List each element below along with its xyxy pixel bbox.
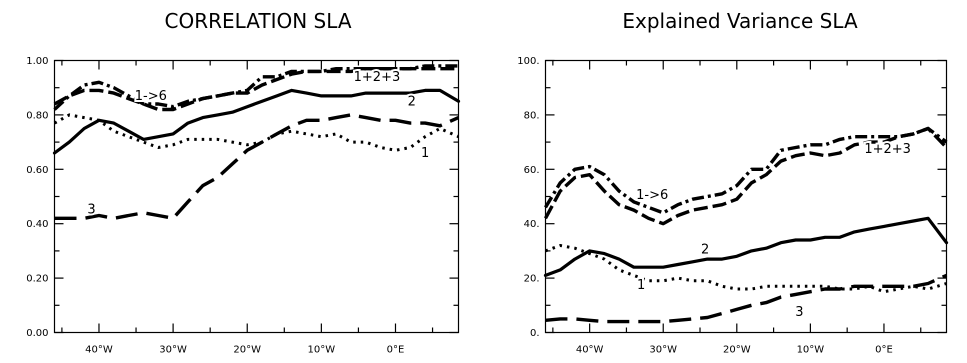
- y-tick-label: 1.00: [26, 56, 48, 67]
- curve-label: 1->6: [135, 89, 167, 104]
- x-tick-label: 20°W: [723, 345, 751, 356]
- series-line-solid: [543, 216, 949, 277]
- x-tick-label: 40°W: [85, 345, 113, 356]
- series-layer: [52, 64, 461, 220]
- y-tick-label: 0.60: [26, 165, 48, 176]
- y-tick-label: 40.: [524, 219, 540, 230]
- series-line-longdash: [544, 126, 948, 226]
- y-tick-label: 0.: [530, 328, 540, 339]
- axes-group: 0. 20. 40. 60. 80. 100. 40°W 30°W 20°W 10°W 0°E: [517, 56, 947, 356]
- curve-label: 1: [421, 146, 429, 161]
- y-tick-label: 0.80: [26, 110, 48, 121]
- curve-label: 2: [408, 94, 416, 109]
- x-tick-label: 10°W: [797, 345, 825, 356]
- curve-label: 2: [701, 243, 709, 258]
- series-layer: [543, 126, 949, 324]
- curve-labels: 1->6 1+2+3 2 1 3: [85, 68, 431, 220]
- curve-label: 1+2+3: [354, 70, 401, 85]
- curve-label: 1+2+3: [864, 142, 911, 157]
- x-tick-label: 30°W: [159, 345, 187, 356]
- y-tick-label: 0.40: [26, 219, 48, 230]
- y-tick-label: 100.: [517, 56, 539, 67]
- x-tick-label: 0°E: [387, 345, 405, 356]
- series-line-longdash: [53, 67, 459, 112]
- curve-label: 3: [795, 305, 803, 320]
- plot-frame: [53, 59, 460, 334]
- curve-label: 3: [87, 203, 95, 218]
- curve-label: 1: [637, 278, 645, 293]
- series-line-solid: [52, 88, 461, 155]
- y-tick-label: 0.00: [26, 328, 48, 339]
- series-line-dotted: [53, 113, 460, 152]
- chart-title: CORRELATION SLA: [164, 9, 351, 33]
- series-line-dashed: [54, 113, 460, 220]
- y-tick-label: 20.: [524, 274, 540, 285]
- explained-variance-panel: Explained Variance SLA 0. 20. 40. 60. 80. 100…: [517, 9, 949, 356]
- y-tick-label: 0.20: [26, 274, 48, 285]
- x-tick-label: 0°E: [875, 345, 893, 356]
- x-tick-label: 40°W: [576, 345, 604, 356]
- x-tick-label: 10°W: [308, 345, 336, 356]
- y-tick-label: 80.: [524, 110, 540, 121]
- axes-group: 0.00 0.20 0.40 0.60 0.80 1.00 40°W 30°W 20°W 10°W…: [26, 56, 459, 356]
- x-tick-label: 30°W: [649, 345, 677, 356]
- x-tick-label: 20°W: [233, 345, 261, 356]
- chart-title: Explained Variance SLA: [622, 9, 858, 33]
- y-tick-label: 60.: [524, 165, 540, 176]
- series-line-dashed: [545, 273, 948, 324]
- correlation-panel: CORRELATION SLA 0.00 0.20 0.40 0.60 0.80 1.00…: [26, 9, 461, 356]
- curve-labels: 1->6 1+2+3 2 1 3: [634, 140, 913, 322]
- curve-label: 1->6: [636, 188, 668, 203]
